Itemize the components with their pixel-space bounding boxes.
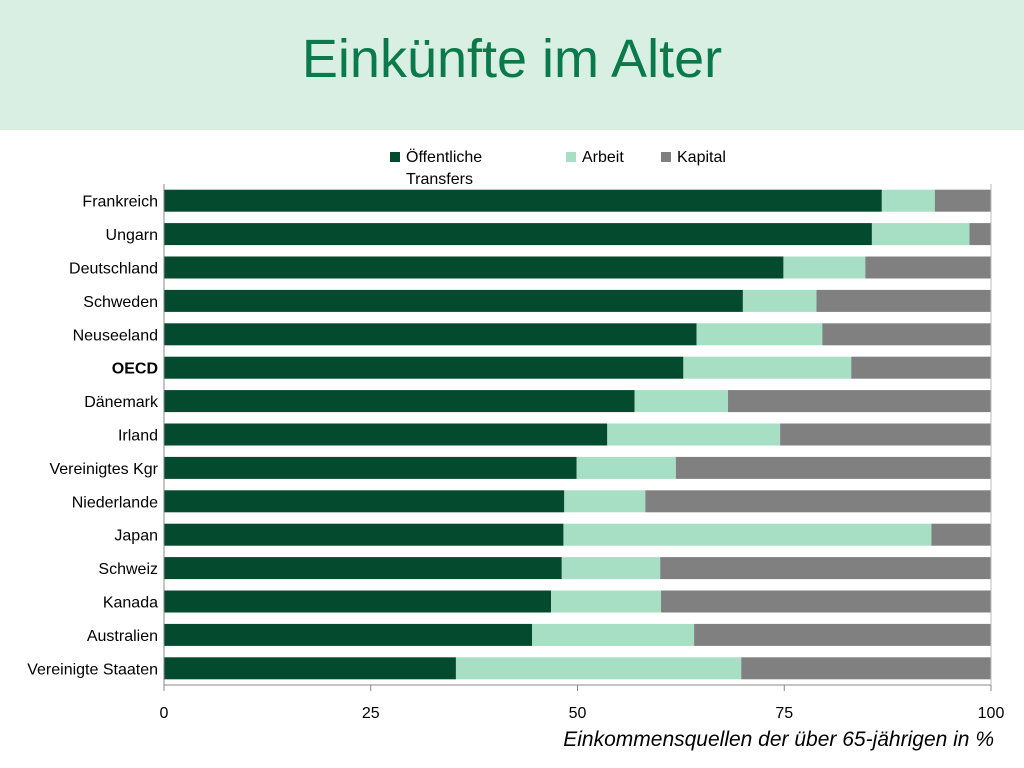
- bar-deutschland-kapital: [865, 256, 991, 279]
- category-label-vereinigte-staaten: Vereinigte Staaten: [27, 661, 158, 678]
- bar-schweden-kapital: [816, 289, 991, 312]
- x-tick-label-75: 75: [775, 705, 793, 722]
- bar-niederlande-arbeit: [564, 490, 646, 513]
- bar-oecd-oeffentliche-transfers: [164, 356, 684, 379]
- bar-kanada-oeffentliche-transfers: [164, 590, 552, 613]
- bar-japan-arbeit: [563, 523, 932, 546]
- bar-irland-oeffentliche-transfers: [164, 423, 608, 446]
- chart-footnote: Einkommensquellen der über 65-jährigen i…: [563, 728, 994, 751]
- legend-swatch-oeffentliche-transfers: [390, 152, 400, 162]
- bar-ungarn-arbeit: [871, 223, 970, 246]
- x-tick-label-0: 0: [160, 705, 169, 722]
- bar-vereinigtes-kgr-oeffentliche-transfers: [164, 456, 577, 479]
- bar-frankreich-oeffentliche-transfers: [164, 189, 882, 212]
- bar-japan-oeffentliche-transfers: [164, 523, 564, 546]
- bar-niederlande-kapital: [645, 490, 991, 513]
- legend-label-arbeit: Arbeit: [582, 149, 624, 166]
- bar-ungarn-kapital: [969, 223, 991, 246]
- page-title: Einkünfte im Alter: [301, 29, 723, 89]
- bar-schweiz-kapital: [660, 557, 991, 580]
- bar-australien-kapital: [694, 623, 991, 646]
- bar-schweden-arbeit: [742, 289, 817, 312]
- category-label-japan: Japan: [114, 528, 158, 545]
- bar-deutschland-oeffentliche-transfers: [164, 256, 784, 279]
- x-tick-label-25: 25: [362, 705, 380, 722]
- category-label-irland: Irland: [118, 428, 158, 445]
- bar-oecd-kapital: [851, 356, 991, 379]
- bar-vereinigte-staaten-kapital: [741, 657, 991, 680]
- category-label-kanada: Kanada: [103, 595, 158, 612]
- bar-neuseeland-oeffentliche-transfers: [164, 323, 697, 346]
- category-label-neuseeland: Neuseeland: [73, 327, 158, 344]
- category-label-deutschland: Deutschland: [69, 261, 158, 278]
- category-label-ungarn: Ungarn: [106, 227, 158, 244]
- x-tick-label-100: 100: [978, 705, 1005, 722]
- legend-swatch-kapital: [661, 152, 671, 162]
- bar-schweiz-arbeit: [561, 557, 661, 580]
- category-label-niederlande: Niederlande: [72, 494, 158, 511]
- bar-irland-kapital: [780, 423, 991, 446]
- bar-vereinigtes-kgr-arbeit: [576, 456, 676, 479]
- bar-neuseeland-arbeit: [696, 323, 823, 346]
- bar-daenemark-kapital: [728, 390, 991, 413]
- bar-australien-oeffentliche-transfers: [164, 623, 533, 646]
- bar-frankreich-kapital: [934, 189, 991, 212]
- bar-schweden-oeffentliche-transfers: [164, 289, 743, 312]
- legend-label-oeffentliche-transfers: Öffentliche Transfers: [406, 148, 482, 188]
- bar-deutschland-arbeit: [783, 256, 866, 279]
- bar-irland-arbeit: [607, 423, 781, 446]
- bar-daenemark-arbeit: [634, 390, 729, 413]
- category-label-schweiz: Schweiz: [98, 561, 158, 578]
- title-band: [0, 0, 1024, 130]
- category-label-frankreich: Frankreich: [82, 194, 158, 211]
- legend-label-kapital: Kapital: [677, 149, 726, 166]
- bar-japan-kapital: [931, 523, 991, 546]
- category-label-daenemark: Dänemark: [84, 394, 159, 411]
- bar-frankreich-arbeit: [881, 189, 935, 212]
- bar-daenemark-oeffentliche-transfers: [164, 390, 635, 413]
- category-label-schweden: Schweden: [83, 294, 158, 311]
- bar-neuseeland-kapital: [822, 323, 991, 346]
- bar-kanada-kapital: [661, 590, 991, 613]
- bar-oecd-arbeit: [683, 356, 852, 379]
- bar-niederlande-oeffentliche-transfers: [164, 490, 565, 513]
- bar-vereinigte-staaten-arbeit: [455, 657, 742, 680]
- bar-vereinigtes-kgr-kapital: [675, 456, 991, 479]
- bar-vereinigte-staaten-oeffentliche-transfers: [164, 657, 456, 680]
- bar-kanada-arbeit: [551, 590, 662, 613]
- bar-ungarn-oeffentliche-transfers: [164, 223, 872, 246]
- x-tick-label-50: 50: [569, 705, 587, 722]
- legend-swatch-arbeit: [566, 152, 576, 162]
- category-label-australien: Australien: [87, 628, 158, 645]
- bar-australien-arbeit: [532, 623, 695, 646]
- category-label-vereinigtes-kgr: Vereinigtes Kgr: [49, 461, 158, 478]
- bar-schweiz-oeffentliche-transfers: [164, 557, 562, 580]
- category-label-oecd: OECD: [112, 361, 158, 378]
